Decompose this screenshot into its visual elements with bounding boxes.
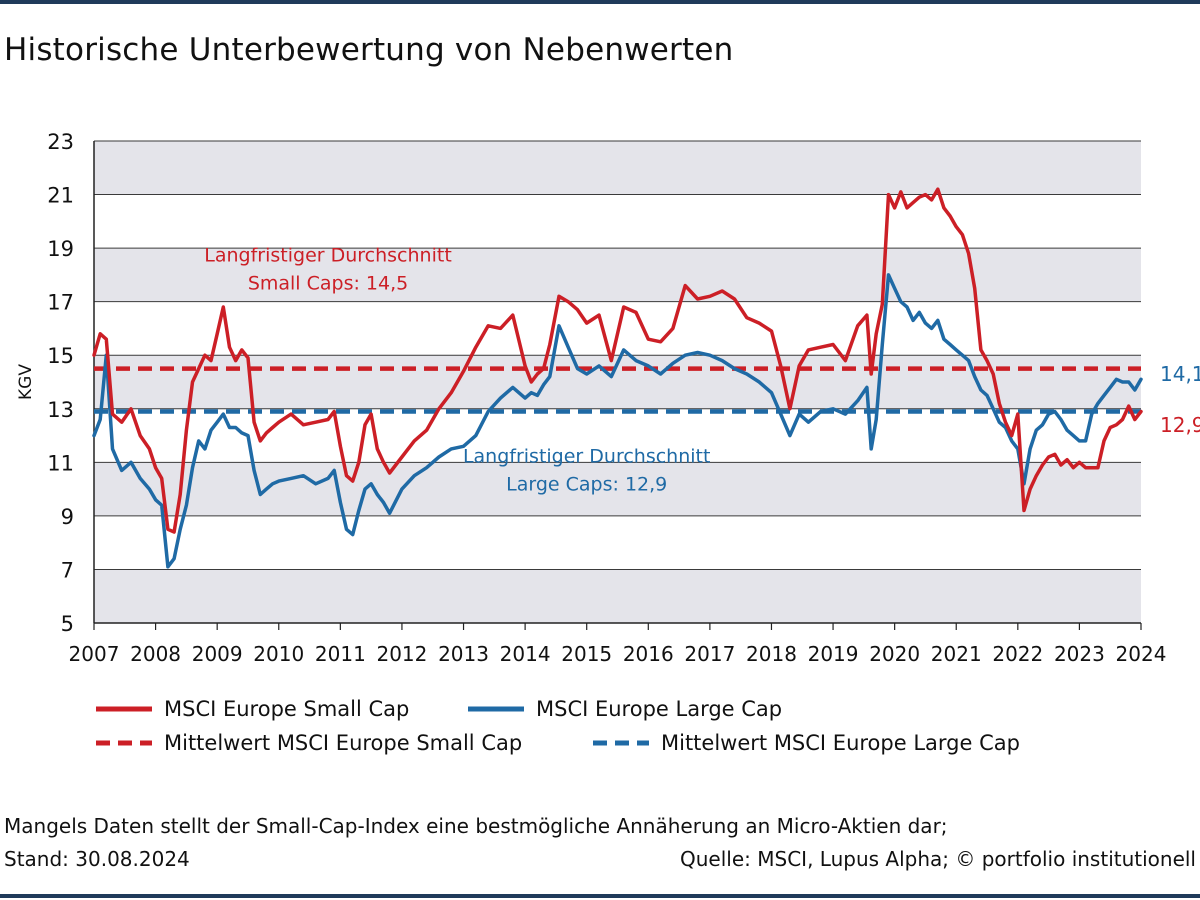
series-line-small-cap — [92, 187, 1143, 534]
bottom-border — [0, 894, 1200, 898]
legend-item-small-cap-mean: Mittelwert MSCI Europe Small Cap — [96, 731, 522, 755]
x-tick-label-2023: 2023 — [1054, 642, 1105, 666]
y-tick-label-19: 19 — [47, 237, 74, 261]
legend-label-small-cap: MSCI Europe Small Cap — [164, 697, 410, 721]
chart-title: Historische Unterbewertung von Nebenwert… — [4, 32, 734, 68]
series-line-large-cap — [92, 273, 1143, 569]
y-tick-label-23: 23 — [47, 130, 74, 154]
y-tick-label-21: 21 — [47, 184, 74, 208]
y-tick-label-9: 9 — [61, 505, 74, 529]
end-label-small-cap: 12,9 — [1160, 413, 1200, 437]
x-tick-label-2020: 2020 — [869, 642, 920, 666]
y-tick-label-13: 13 — [47, 398, 74, 422]
legend: MSCI Europe Small Cap MSCI Europe Large … — [96, 697, 1156, 767]
x-tick-label-2015: 2015 — [561, 642, 612, 666]
x-tick-label-2022: 2022 — [992, 642, 1043, 666]
x-tick-label-2007: 2007 — [69, 642, 120, 666]
x-tick-label-2017: 2017 — [684, 642, 735, 666]
legend-swatch-small-cap — [96, 706, 152, 712]
y-axis-label: KGV — [16, 364, 36, 400]
legend-swatch-large-cap — [468, 706, 524, 712]
x-tick-label-2011: 2011 — [315, 642, 366, 666]
x-tick-label-2018: 2018 — [746, 642, 797, 666]
data-date: Stand: 30.08.2024 — [4, 847, 190, 871]
y-tick-label-15: 15 — [47, 344, 74, 368]
legend-label-large-cap: MSCI Europe Large Cap — [536, 697, 783, 721]
band-17 — [94, 248, 1141, 302]
legend-label-large-cap-mean: Mittelwert MSCI Europe Large Cap — [661, 731, 1020, 755]
x-tick-label-2014: 2014 — [500, 642, 551, 666]
annotation-large-line-2: Large Caps: 12,9 — [506, 473, 667, 495]
x-tick-label-2016: 2016 — [623, 642, 674, 666]
x-tick-label-2019: 2019 — [808, 642, 859, 666]
y-tick-label-11: 11 — [47, 451, 74, 475]
x-tick-label-2013: 2013 — [438, 642, 489, 666]
x-tick-label-2021: 2021 — [931, 642, 982, 666]
y-tick-label-5: 5 — [61, 612, 74, 636]
band-5 — [94, 569, 1141, 623]
top-border — [0, 0, 1200, 4]
legend-swatch-small-cap-mean — [96, 740, 152, 746]
x-tick-label-2012: 2012 — [376, 642, 427, 666]
legend-item-large-cap-mean: Mittelwert MSCI Europe Large Cap — [593, 731, 1020, 755]
footnote: Mangels Daten stellt der Small-Cap-Index… — [4, 814, 948, 838]
legend-label-small-cap-mean: Mittelwert MSCI Europe Small Cap — [164, 731, 523, 755]
legend-swatch-large-cap-mean — [593, 740, 649, 746]
x-tick-label-2008: 2008 — [130, 642, 181, 666]
legend-item-large-cap: MSCI Europe Large Cap — [468, 697, 782, 721]
legend-item-small-cap: MSCI Europe Small Cap — [96, 697, 409, 721]
y-tick-label-7: 7 — [61, 558, 74, 582]
end-label-large-cap: 14,1 — [1160, 362, 1200, 386]
y-tick-label-17: 17 — [47, 291, 74, 315]
x-tick-label-2010: 2010 — [253, 642, 304, 666]
annotation-large-line-1: Langfristiger Durchschnitt — [463, 445, 711, 467]
source-credit: Quelle: MSCI, Lupus Alpha; © portfolio i… — [680, 847, 1196, 871]
annotation-small-line-2: Small Caps: 14,5 — [248, 273, 408, 295]
x-tick-label-2009: 2009 — [192, 642, 243, 666]
band-21 — [94, 141, 1141, 195]
annotation-small-line-1: Langfristiger Durchschnitt — [204, 245, 452, 267]
x-tick-label-2024: 2024 — [1116, 642, 1167, 666]
